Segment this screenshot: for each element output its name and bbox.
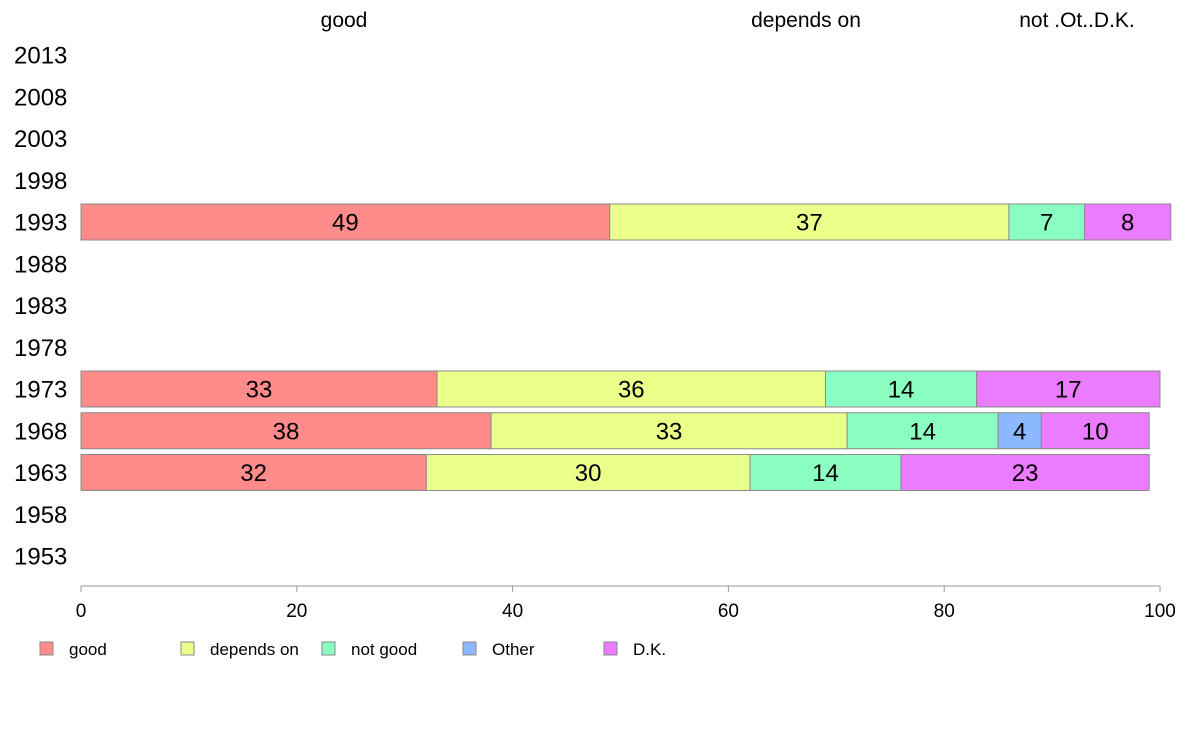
bar-segment — [80, 454, 427, 491]
data-label: 38 — [273, 418, 300, 445]
data-label: 36 — [618, 377, 645, 404]
top-label: depends on — [751, 9, 861, 32]
bar-segment — [1083, 203, 1172, 241]
x-tick-label: 100 — [1144, 601, 1176, 622]
bar-segment — [609, 203, 1010, 241]
data-label: 14 — [812, 460, 839, 487]
data-label: 33 — [246, 377, 273, 404]
data-label: 23 — [1012, 460, 1039, 487]
legend-label: depends on — [210, 640, 299, 659]
top-label: not .Ot..D.K. — [1019, 9, 1135, 32]
x-tick-label: 80 — [934, 601, 955, 622]
legend-label: not good — [351, 640, 417, 659]
data-label: 17 — [1055, 377, 1082, 404]
year-label: 1978 — [14, 335, 67, 362]
legend-label: D.K. — [633, 640, 666, 659]
x-tick-label: 40 — [502, 601, 523, 622]
data-label: 30 — [575, 460, 602, 487]
data-label: 14 — [888, 377, 915, 404]
year-label: 1983 — [14, 293, 67, 320]
legend-swatch — [39, 641, 54, 656]
legend-label: Other — [492, 640, 535, 659]
year-label: 2003 — [14, 126, 67, 153]
data-label: 10 — [1082, 418, 1109, 445]
bar-segment — [900, 454, 1150, 491]
bar-segment — [490, 412, 848, 450]
x-tick-label: 0 — [76, 601, 87, 622]
year-label: 1953 — [14, 544, 67, 571]
legend-swatch — [603, 641, 618, 656]
year-label: 1968 — [14, 418, 67, 445]
year-label: 1958 — [14, 502, 67, 529]
top-label: good — [321, 9, 368, 32]
legend-swatch — [462, 641, 477, 656]
bar-segment — [1040, 412, 1150, 450]
bar-segment — [80, 370, 438, 408]
bar-segment — [436, 370, 827, 408]
legend-label: good — [69, 640, 107, 659]
bar-segment — [749, 454, 902, 491]
bar-segment — [1008, 203, 1085, 241]
data-label: 37 — [796, 210, 823, 237]
year-label: 1973 — [14, 377, 67, 404]
data-label: 32 — [240, 460, 267, 487]
year-label: 2013 — [14, 43, 67, 70]
bar-segment — [997, 412, 1042, 450]
data-label: 7 — [1040, 210, 1053, 237]
year-label: 1988 — [14, 251, 67, 278]
legend-swatch — [180, 641, 195, 656]
data-label: 8 — [1121, 210, 1134, 237]
data-label: 49 — [332, 210, 359, 237]
bar-segment — [80, 412, 492, 450]
data-label: 33 — [656, 418, 683, 445]
x-tick-label: 20 — [286, 601, 307, 622]
bar-segment — [976, 370, 1161, 408]
year-label: 1963 — [14, 460, 67, 487]
year-label: 2008 — [14, 84, 67, 111]
x-tick-label: 60 — [718, 601, 739, 622]
data-label: 14 — [909, 418, 936, 445]
legend-swatch — [321, 641, 336, 656]
data-label: 4 — [1013, 418, 1026, 445]
bar-segment — [80, 203, 611, 241]
year-label: 1993 — [14, 210, 67, 237]
bar-segment — [825, 370, 978, 408]
year-label: 1998 — [14, 168, 67, 195]
